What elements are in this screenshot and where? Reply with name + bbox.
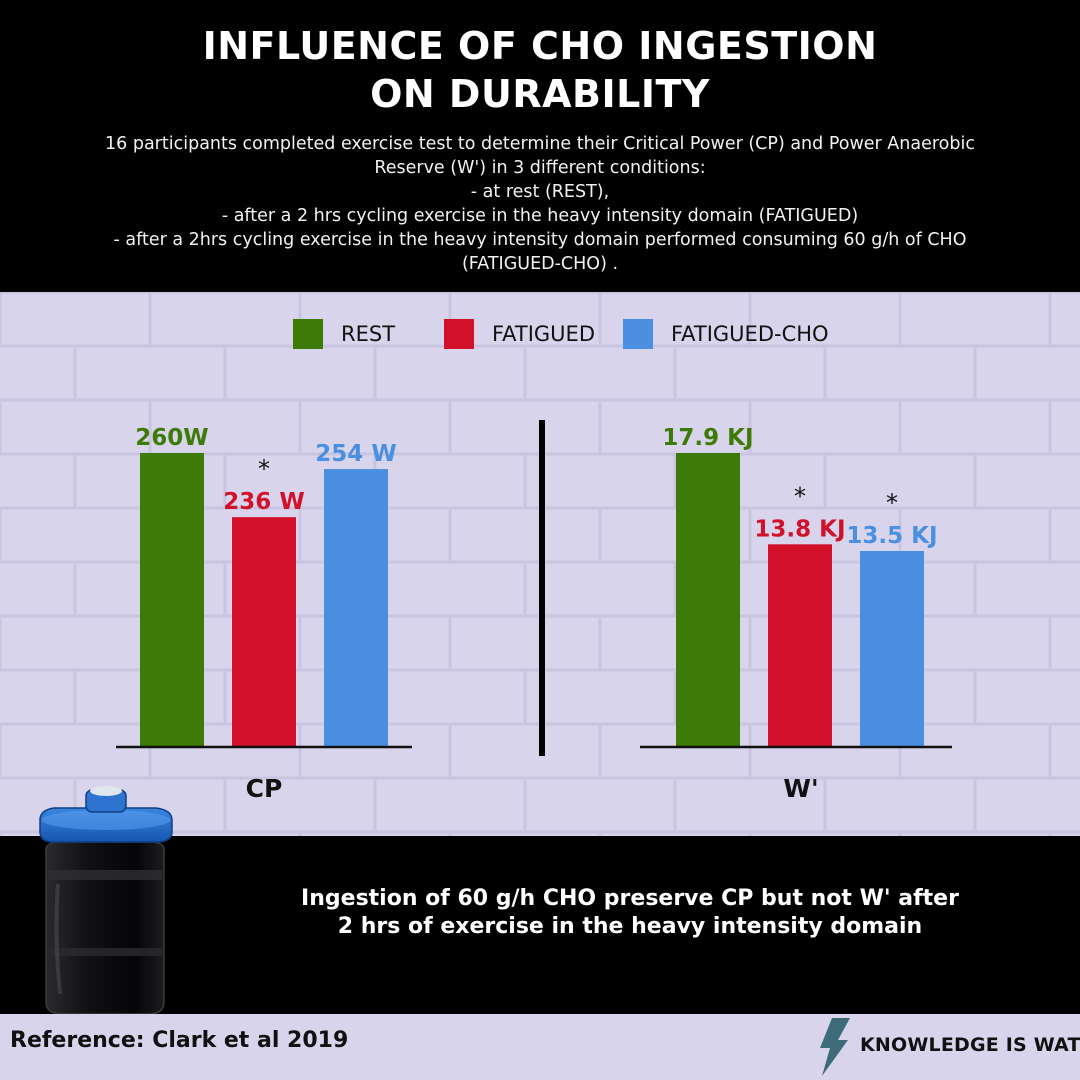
data-label: 17.9 KJ: [662, 425, 753, 451]
significance-marker: *: [258, 455, 270, 483]
data-label: 260W: [135, 425, 208, 451]
description-line: - after a 2hrs cycling exercise in the h…: [113, 230, 967, 250]
description-line: - at rest (REST),: [470, 182, 610, 202]
x-axis-label: CP: [246, 774, 283, 803]
legend-swatch-fatigued: [444, 319, 474, 349]
legend-item-fatigued: FATIGUED: [444, 318, 595, 350]
data-label: 13.8 KJ: [754, 516, 845, 542]
title-line: INFLUENCE OF CHO INGESTION: [202, 24, 878, 68]
legend-item-rest: REST: [293, 318, 395, 350]
legend-label-fatigued-cho: FATIGUED-CHO: [671, 322, 829, 346]
conclusion: Ingestion of 60 g/h CHO preserve CP but …: [180, 885, 1080, 941]
footer: Reference: Clark et al 2019 KNOWLEDGE IS…: [0, 1014, 1080, 1080]
legend-label-fatigued: FATIGUED: [492, 322, 595, 346]
water-bottle-image: [39, 786, 173, 1015]
reference: Reference: Clark et al 2019: [10, 1028, 349, 1053]
conclusion-line: Ingestion of 60 g/h CHO preserve CP but …: [301, 886, 959, 911]
x-axis-label: W': [783, 774, 818, 803]
data-label: 254 W: [315, 441, 396, 467]
bar-rest: [140, 453, 204, 747]
legend-swatch-rest: [293, 319, 323, 349]
brand-name: KNOWLEDGE IS WATT: [860, 1034, 1080, 1056]
bar-fatigued-cho: [860, 551, 924, 747]
data-label: 236 W: [223, 489, 304, 515]
significance-marker: *: [794, 482, 806, 510]
bar-fatigued: [768, 544, 832, 747]
description-line: 16 participants completed exercise test …: [105, 134, 975, 154]
description-line: - after a 2 hrs cycling exercise in the …: [221, 206, 859, 226]
legend-label-rest: REST: [341, 322, 396, 346]
conclusion-line: 2 hrs of exercise in the heavy intensity…: [337, 914, 923, 939]
conclusion-band: [0, 836, 1080, 1014]
header: INFLUENCE OF CHO INGESTION ON DURABILITY…: [0, 0, 1080, 292]
chart-panel: REST FATIGUED FATIGUED-CHO 260W 236 W * 254…: [0, 292, 1080, 836]
brand: KNOWLEDGE IS WATT: [812, 1014, 1080, 1080]
bar-fatigued: [232, 517, 296, 747]
lightning-bolt-icon: [820, 1018, 850, 1076]
description-line: (FATIGUED-CHO) .: [461, 254, 619, 274]
description: 16 participants completed exercise test …: [20, 132, 1060, 276]
legend: REST FATIGUED FATIGUED-CHO: [0, 318, 1080, 350]
description-line: Reserve (W') in 3 different conditions:: [374, 158, 706, 178]
legend-item-fatigued-cho: FATIGUED-CHO: [623, 318, 829, 350]
data-label: 13.5 KJ: [846, 523, 937, 549]
significance-marker: *: [886, 489, 898, 517]
bar-fatigued-cho: [324, 469, 388, 747]
legend-swatch-fatigued-cho: [623, 319, 653, 349]
charts: 260W 236 W * 254 W CP 17.9 KJ 13.8 KJ * 13.5 KJ *…: [116, 420, 952, 803]
bar-rest: [676, 453, 740, 747]
title: INFLUENCE OF CHO INGESTION ON DURABILITY: [0, 22, 1080, 118]
title-line: ON DURABILITY: [370, 72, 710, 116]
